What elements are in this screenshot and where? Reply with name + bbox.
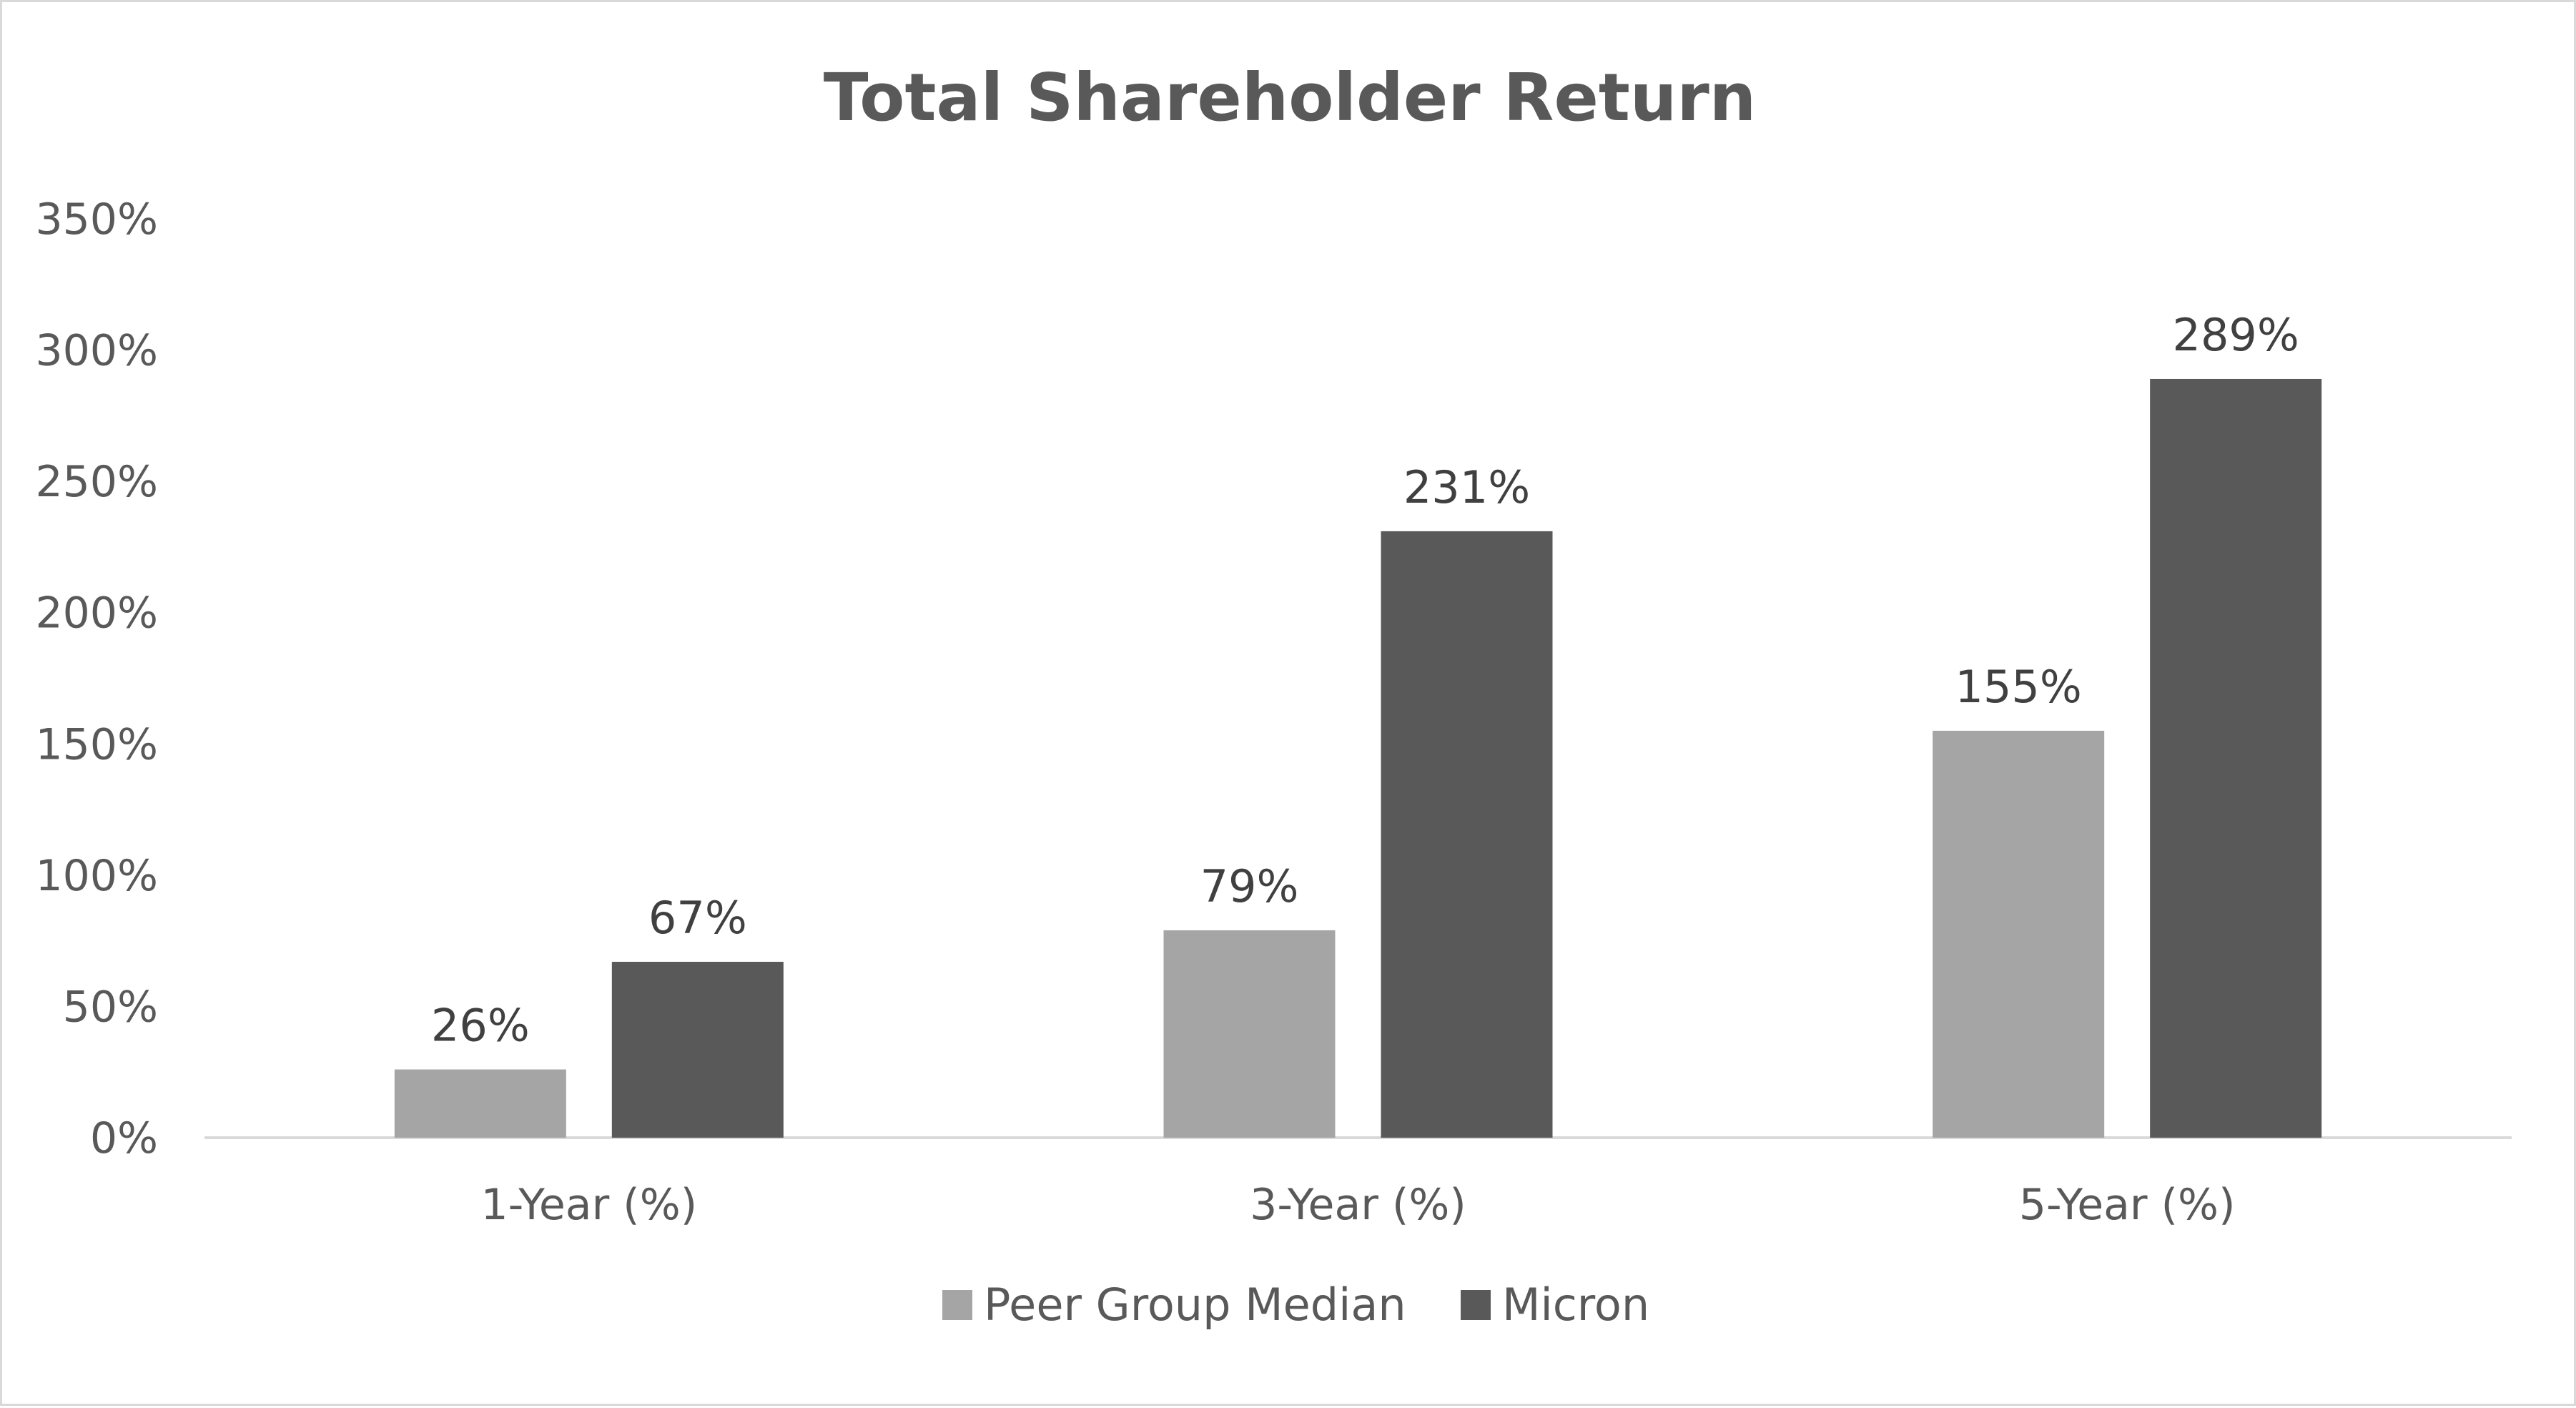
y-tick-label: 100% [35, 851, 158, 901]
legend: Peer Group Median Micron [942, 1279, 1649, 1331]
legend-label: Micron [1502, 1279, 1649, 1331]
bar-peer-group-median [1933, 730, 2105, 1138]
y-tick-label: 0% [90, 1113, 158, 1163]
bar-micron [611, 962, 784, 1138]
y-tick-label: 50% [63, 982, 158, 1032]
bar-micron [1381, 531, 1553, 1138]
legend-label: Peer Group Median [984, 1279, 1406, 1331]
data-label: 79% [1200, 860, 1299, 912]
legend-swatch [942, 1290, 972, 1320]
chart-title: Total Shareholder Return [824, 59, 1756, 136]
y-tick-label: 250% [35, 457, 158, 507]
y-axis-ticks: 0% 50% 100% 150% 200% 250% 300% 350% [35, 195, 158, 1163]
bar-peer-group-median [394, 1069, 566, 1138]
bar-peer-group-median [1163, 930, 1336, 1138]
x-axis-categories: 1-Year (%) 3-Year (%) 5-Year (%) [481, 1180, 2236, 1230]
y-tick-label: 300% [35, 326, 158, 376]
data-label: 155% [1955, 661, 2082, 713]
bar-micron [2150, 378, 2322, 1138]
data-label: 231% [1403, 461, 1530, 513]
data-labels: 26% 67% 79% 231% 155% 289% [431, 309, 2299, 1052]
data-label: 289% [2173, 309, 2299, 361]
y-tick-label: 200% [35, 589, 158, 639]
x-category-label: 5-Year (%) [2019, 1180, 2236, 1230]
data-label: 67% [648, 892, 747, 944]
bars [394, 378, 2322, 1138]
x-category-label: 3-Year (%) [1250, 1180, 1466, 1230]
data-label: 26% [431, 1000, 530, 1052]
y-tick-label: 350% [35, 195, 158, 245]
legend-swatch [1461, 1290, 1491, 1320]
y-tick-label: 150% [35, 719, 158, 769]
x-category-label: 1-Year (%) [481, 1180, 698, 1230]
